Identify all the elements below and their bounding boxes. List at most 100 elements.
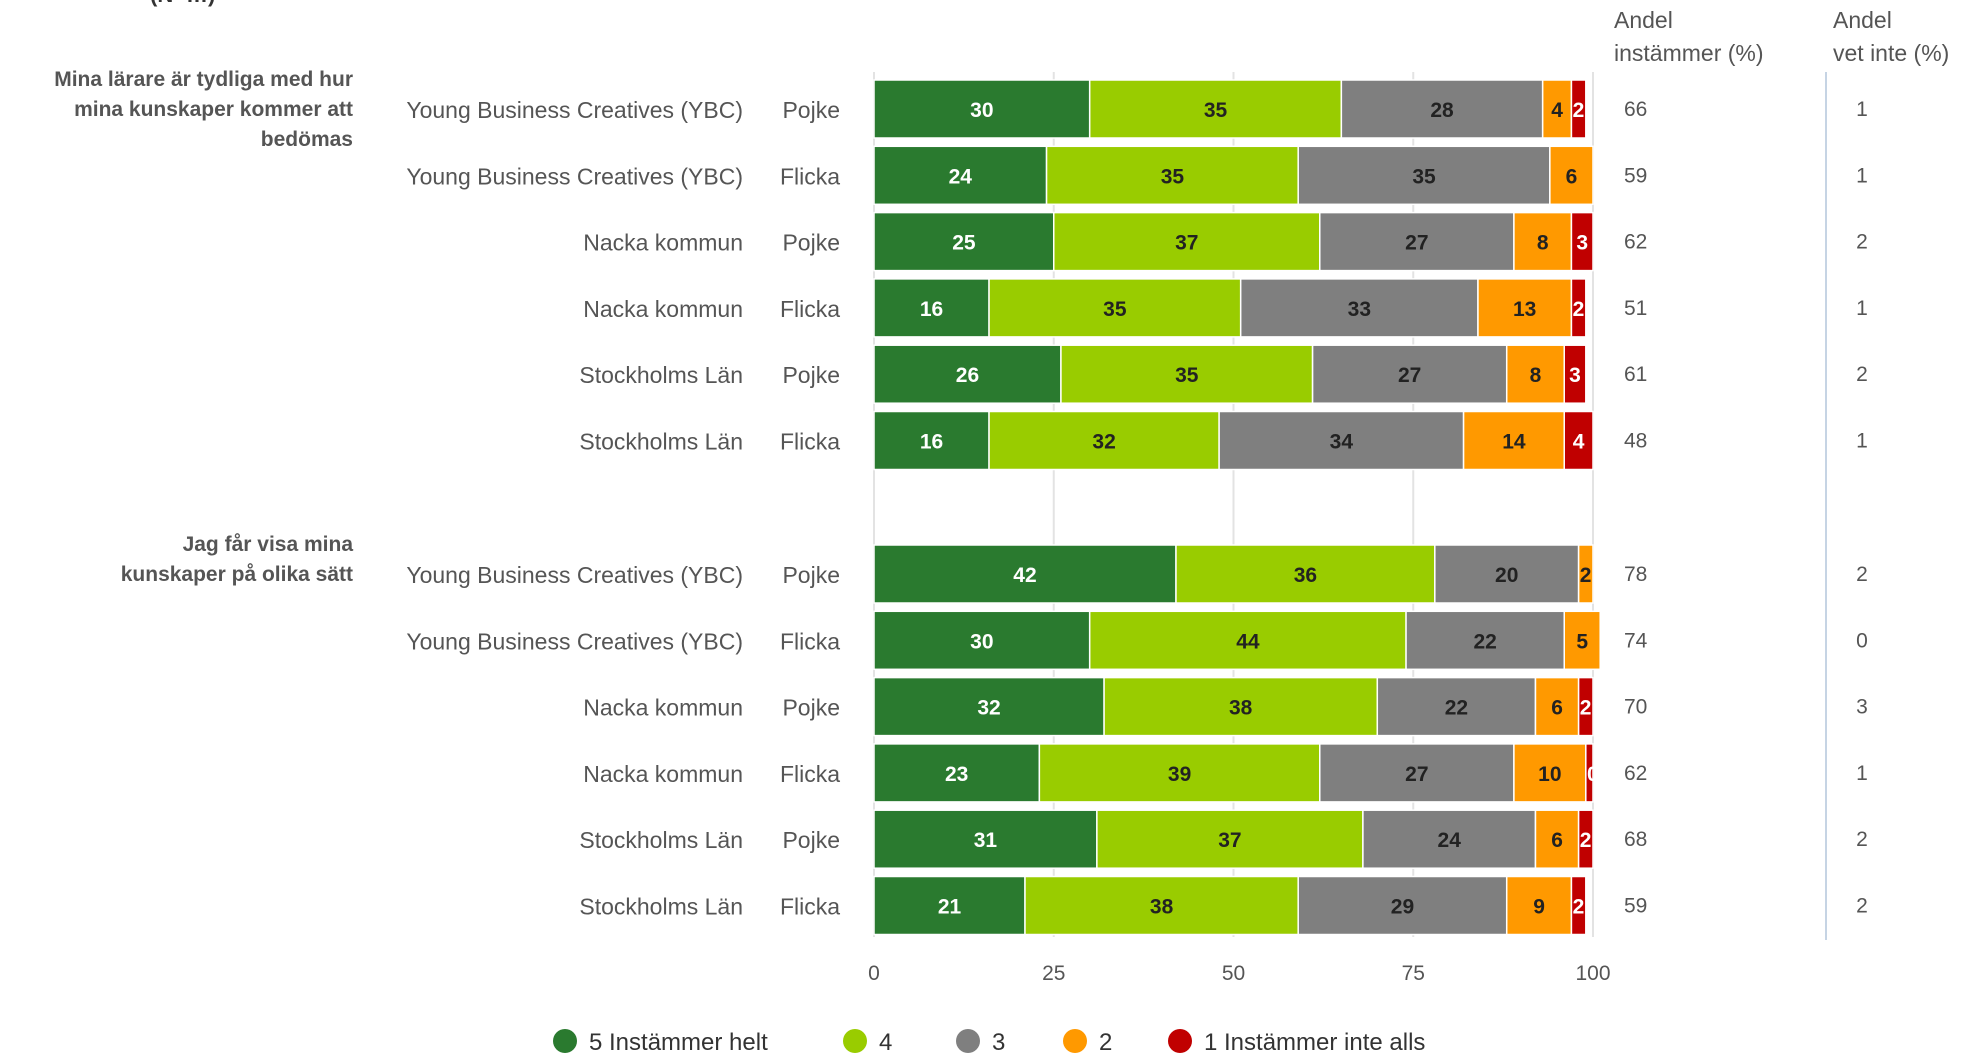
bar-segment bbox=[1563, 610, 1601, 671]
bar-segment bbox=[1175, 544, 1436, 604]
bar-data-label: 10 bbox=[1538, 763, 1561, 786]
dontknow-value: 3 bbox=[1856, 696, 1868, 719]
row-unit-label: Nacka kommun bbox=[583, 230, 743, 256]
legend-marker[interactable] bbox=[1063, 1029, 1087, 1053]
bar-segment bbox=[988, 410, 1220, 471]
dontknow-header-line1: Andel bbox=[1833, 7, 1892, 33]
bar-data-label: 38 bbox=[1150, 896, 1174, 919]
bar-segment bbox=[1577, 544, 1594, 604]
bar-segment bbox=[1477, 278, 1573, 338]
bar-data-label: 35 bbox=[1412, 165, 1436, 188]
bar-segment bbox=[1297, 875, 1508, 936]
bar-data-label: 2 bbox=[1580, 829, 1592, 852]
bar-data-label: 30 bbox=[970, 630, 993, 653]
bar-data-label: 42 bbox=[1013, 564, 1036, 587]
row-gender-label: Flicka bbox=[780, 894, 840, 920]
agree-value: 74 bbox=[1624, 629, 1648, 652]
bar-data-label: 35 bbox=[1175, 364, 1199, 387]
bar-data-label: 35 bbox=[1103, 298, 1127, 321]
dontknow-value: 2 bbox=[1856, 895, 1868, 918]
bar-data-label: 32 bbox=[1092, 431, 1115, 454]
bar-data-label: 37 bbox=[1218, 829, 1241, 852]
group-title: bedömas bbox=[261, 128, 353, 151]
bar-data-label: 6 bbox=[1551, 829, 1563, 852]
bar-segment bbox=[873, 544, 1177, 604]
row-gender-label: Flicka bbox=[780, 628, 840, 654]
bar-data-label: 24 bbox=[949, 165, 973, 188]
row-unit-label: Young Business Creatives (YBC) bbox=[406, 97, 743, 123]
agree-value: 48 bbox=[1624, 430, 1647, 453]
legend-marker[interactable] bbox=[843, 1029, 867, 1053]
legend-label: 2 bbox=[1099, 1029, 1112, 1056]
bar-segment bbox=[1577, 809, 1594, 869]
bar-data-label: 2 bbox=[1573, 298, 1585, 321]
bar-data-label: 5 bbox=[1576, 630, 1588, 653]
bar-data-label: 3 bbox=[1569, 364, 1581, 387]
bar-segment bbox=[873, 145, 1048, 206]
row-gender-label: Pojke bbox=[782, 362, 840, 388]
bar-segment bbox=[873, 610, 1091, 671]
bar-data-label: 2 bbox=[1573, 99, 1585, 122]
legend-marker[interactable] bbox=[956, 1029, 980, 1053]
bar-data-label: 16 bbox=[920, 431, 943, 454]
bar-data-label: 6 bbox=[1566, 165, 1578, 188]
bar-segment bbox=[1362, 809, 1537, 869]
row-gender-label: Flicka bbox=[780, 163, 840, 189]
bar-segment bbox=[1541, 79, 1573, 139]
row-gender-label: Flicka bbox=[780, 296, 840, 322]
row-unit-label: Nacka kommun bbox=[583, 695, 743, 721]
agree-value: 78 bbox=[1624, 563, 1647, 586]
dontknow-value: 2 bbox=[1856, 363, 1868, 386]
dontknow-value: 1 bbox=[1856, 164, 1868, 187]
bar-segment bbox=[1505, 875, 1573, 936]
row-unit-label: Nacka kommun bbox=[583, 296, 743, 322]
bar-data-label: 34 bbox=[1330, 431, 1354, 454]
row-unit-label: Stockholms Län bbox=[579, 894, 743, 920]
dontknow-value: 0 bbox=[1856, 629, 1868, 652]
dontknow-value: 1 bbox=[1856, 98, 1868, 121]
bar-data-label: 44 bbox=[1236, 630, 1260, 653]
row-unit-label: Young Business Creatives (YBC) bbox=[406, 628, 743, 654]
bar-segment bbox=[1376, 676, 1537, 737]
bar-segment bbox=[1311, 344, 1508, 404]
bar-data-label: 35 bbox=[1161, 165, 1185, 188]
x-tick-label: 50 bbox=[1222, 962, 1245, 985]
cut-header-text: (N=…) bbox=[150, 0, 215, 7]
row-unit-label: Stockholms Län bbox=[579, 362, 743, 388]
bar-data-label: 23 bbox=[945, 763, 968, 786]
bar-segment bbox=[1462, 410, 1565, 471]
group-title: Mina lärare är tydliga med hur bbox=[54, 68, 353, 91]
bar-data-label: 26 bbox=[956, 364, 979, 387]
legend-marker[interactable] bbox=[1168, 1029, 1192, 1053]
bar-segment bbox=[873, 211, 1055, 272]
legend-label: 3 bbox=[992, 1029, 1005, 1056]
bar-segment bbox=[1038, 743, 1321, 803]
bar-data-label: 14 bbox=[1502, 431, 1526, 454]
group-title: kunskaper på olika sätt bbox=[121, 563, 353, 586]
bar-segment bbox=[1570, 875, 1587, 936]
bar-segment bbox=[1563, 344, 1587, 404]
bar-data-label: 39 bbox=[1168, 763, 1191, 786]
bar-data-label: 16 bbox=[920, 298, 943, 321]
bar-segment bbox=[1045, 145, 1299, 206]
bar-segment bbox=[873, 410, 990, 471]
bar-data-label: 21 bbox=[938, 896, 962, 919]
bar-data-label: 37 bbox=[1175, 232, 1198, 255]
agree-value: 51 bbox=[1624, 297, 1647, 320]
agree-value: 62 bbox=[1624, 231, 1647, 254]
legend-marker[interactable] bbox=[553, 1029, 577, 1053]
bar-data-label: 24 bbox=[1438, 829, 1462, 852]
row-gender-label: Pojke bbox=[782, 97, 840, 123]
bar-segment bbox=[1549, 145, 1594, 206]
bar-segment bbox=[1319, 211, 1515, 272]
x-tick-label: 100 bbox=[1575, 962, 1610, 985]
row-unit-label: Stockholms Län bbox=[579, 827, 743, 853]
bar-data-label: 9 bbox=[1533, 896, 1545, 919]
bar-segment bbox=[1585, 743, 1594, 803]
agree-value: 70 bbox=[1624, 696, 1647, 719]
bar-segment bbox=[1239, 278, 1479, 338]
bar-segment bbox=[1218, 410, 1465, 471]
bar-segment bbox=[1513, 743, 1587, 803]
bar-segment bbox=[1405, 610, 1565, 671]
dontknow-value: 1 bbox=[1856, 430, 1868, 453]
